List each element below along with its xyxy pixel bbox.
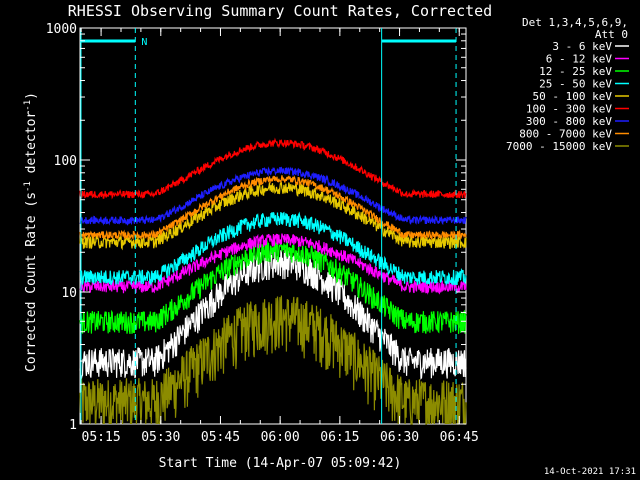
legend-entry-label: 3 - 6 keV: [552, 40, 612, 53]
chart-title: RHESSI Observing Summary Count Rates, Co…: [68, 2, 492, 20]
series-line-9: [79, 295, 467, 425]
x-tick-label: 06:45: [440, 430, 479, 445]
series-line-8: [79, 175, 467, 241]
legend-entry-label: 6 - 12 keV: [546, 53, 613, 66]
series-line-4: [79, 211, 467, 287]
axes: 1 10 100 1000 05:15 05:30 05:45 06:00 06:15 06:30…: [46, 22, 479, 445]
series-line-6: [79, 137, 467, 200]
x-tick-label: 06:00: [261, 430, 300, 445]
series-line-5: [79, 181, 467, 251]
series-line-3: [79, 239, 467, 335]
plot-frame: [79, 27, 467, 425]
legend-entry-label: 12 - 25 keV: [539, 65, 612, 78]
legend-entry-label: 50 - 100 keV: [533, 90, 613, 103]
legend-entry-label: 7000 - 15000 keV: [506, 140, 612, 153]
y-tick-label: 1000: [46, 22, 77, 37]
legend-header: Det 1,3,4,5,6,9,: [522, 16, 628, 29]
y-tick-label: 10: [61, 286, 77, 301]
legend-header: Att 0: [595, 28, 628, 41]
y-tick-label: 100: [54, 154, 77, 169]
x-axis-label: Start Time (14-Apr-07 05:09:42): [159, 456, 402, 471]
legend-entry-label: 300 - 800 keV: [526, 115, 612, 128]
legend-entry-label: 100 - 300 keV: [526, 103, 612, 116]
series-line-7: [79, 166, 467, 226]
y-tick-label: 1: [69, 418, 77, 433]
attenuator-flag-layer: N: [80, 28, 457, 424]
legend-entry-label: 800 - 7000 keV: [519, 128, 612, 141]
x-tick-label: 05:30: [141, 430, 180, 445]
x-tick-label: 05:45: [201, 430, 240, 445]
x-tick-label: 06:15: [320, 430, 359, 445]
series-line-1: [79, 249, 467, 381]
x-tick-label: 06:30: [380, 430, 419, 445]
x-tick-label: 05:15: [82, 430, 121, 445]
timestamp: 14-Oct-2021 17:31: [544, 467, 636, 477]
y-axis-label: Corrected Count Rate (s-1 detector-1): [23, 92, 39, 372]
series-line-2: [79, 233, 467, 295]
plot-area: [79, 27, 467, 425]
series-layer: [79, 137, 467, 425]
legend-entry-label: 25 - 50 keV: [539, 78, 612, 91]
saa-flag-label: N: [141, 37, 147, 48]
